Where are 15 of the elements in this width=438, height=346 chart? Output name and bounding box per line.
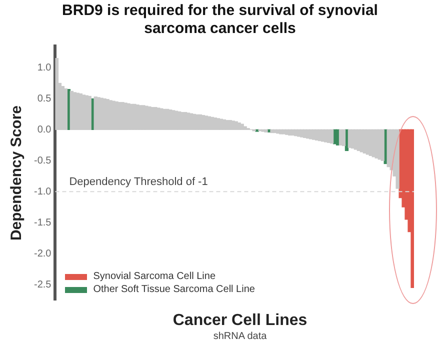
x-axis-title: Cancer Cell Lines <box>172 312 308 330</box>
y-tick-label: 0.0 <box>37 124 52 136</box>
y-axis-title: Dependency Score <box>8 105 26 241</box>
legend-label: Synovial Sarcoma Cell Line <box>93 271 216 282</box>
ref-line-label: Dependency Threshold of -1 <box>69 176 208 188</box>
y-tick-label: -0.5 <box>34 155 52 166</box>
legend-label: Other Soft Tissue Sarcoma Cell Line <box>93 284 255 295</box>
y-tick-label: 0.5 <box>37 93 52 104</box>
y-tick-label: -1.0 <box>34 186 52 198</box>
y-tick-label: -1.5 <box>34 217 52 228</box>
y-tick-label: 1.0 <box>37 62 52 74</box>
chart-title: BRD9 is required for the survival of synovial sarcoma cancer cells <box>61 2 379 38</box>
y-tick-label: -2.5 <box>34 279 52 290</box>
y-tick-label: -2.0 <box>34 248 52 260</box>
text: shRNA data <box>212 331 268 342</box>
